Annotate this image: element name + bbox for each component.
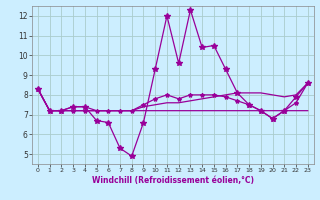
X-axis label: Windchill (Refroidissement éolien,°C): Windchill (Refroidissement éolien,°C) xyxy=(92,176,254,185)
